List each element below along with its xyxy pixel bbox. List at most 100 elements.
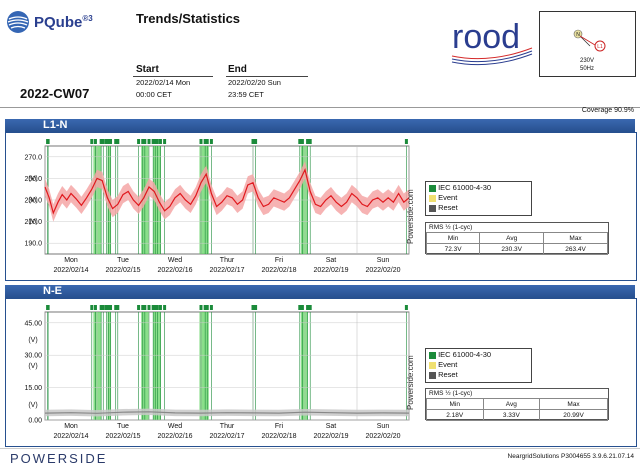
- event-flag-5: [101, 305, 105, 310]
- event-flag-26: [298, 305, 302, 310]
- y-tick-label-1: 15.00: [24, 385, 42, 392]
- event-flag-9: [114, 305, 118, 310]
- legend-ne: IEC 61000-4-30 Event Reset: [425, 348, 532, 383]
- y-tick-label-4: 270.0: [24, 154, 42, 161]
- day-label-2: Wed: [168, 423, 182, 430]
- stats-title: RMS ½ (1-cyc): [429, 390, 473, 397]
- event-flag-5: [101, 139, 105, 144]
- stat-avg: 230.3V: [479, 243, 545, 255]
- stat-min: 2.18V: [426, 409, 484, 421]
- svg-text:L1: L1: [597, 44, 603, 50]
- event-flag-16: [153, 305, 157, 310]
- reset-icon: [429, 371, 436, 379]
- y-axis-label: (V): [28, 363, 37, 370]
- event-flag-19: [163, 305, 167, 310]
- legend-row-iec: IEC 61000-4-30: [429, 183, 491, 192]
- day-label-6: Sun: [377, 257, 390, 264]
- day-label-4: Fri: [275, 257, 284, 264]
- event-flag-20: [199, 305, 203, 310]
- svg-text:230V: 230V: [580, 58, 594, 64]
- y-tick-label-3: 45.00: [24, 320, 42, 327]
- date-label-1: 2022/02/15: [105, 267, 140, 274]
- end-underline: [226, 76, 308, 77]
- svg-text:50Hz: 50Hz: [580, 66, 594, 72]
- day-label-4: Fri: [275, 423, 284, 430]
- stats-l1n: RMS ½ (1-cyc) Min Avg Max 72.3V 230.3V 263.4…: [425, 222, 609, 255]
- event-flag-21: [203, 139, 207, 144]
- stat-max: 263.4V: [543, 243, 608, 255]
- legend-row-reset: Reset: [429, 370, 458, 379]
- event-flag-1: [46, 139, 50, 144]
- date-label-3: 2022/02/17: [209, 267, 244, 274]
- event-flag-7: [106, 139, 110, 144]
- date-label-1: 2022/02/15: [105, 433, 140, 440]
- series-line: [44, 168, 410, 215]
- end-date: 2022/02/20 Sun: [228, 78, 281, 87]
- reset-icon: [429, 204, 436, 212]
- event-flag-15: [151, 139, 155, 144]
- day-label-1: Tue: [117, 423, 129, 430]
- y-axis-label-3: (V): [28, 337, 37, 344]
- powerside-logo: POWERSIDE: [10, 451, 108, 466]
- date-label-0: 2022/02/14: [53, 433, 88, 440]
- event-band-1: [107, 312, 112, 420]
- event-flag-2: [90, 305, 94, 310]
- event-band-0: [93, 312, 102, 420]
- start-label: Start: [136, 64, 159, 75]
- event-flag-25: [254, 139, 258, 144]
- event-flag-17: [155, 139, 159, 144]
- report-header: [0, 0, 640, 108]
- product-name: PQube®3: [34, 14, 93, 31]
- coverage-label: Coverage 90.9%: [581, 107, 634, 114]
- event-flag-28: [306, 305, 310, 310]
- panel-header-l1n: L1-N: [5, 119, 635, 132]
- date-label-2: 2022/02/16: [157, 267, 192, 274]
- event-flag-30: [404, 139, 408, 144]
- stat-max: 20.99V: [539, 409, 608, 421]
- event-flag-28: [306, 139, 310, 144]
- event-flag-7: [106, 305, 110, 310]
- event-flag-16: [153, 139, 157, 144]
- chart-l1n: 190.0 210.0 230.0 250.0 270.0 (V) (V) (V) Mon Tue…: [24, 139, 415, 274]
- event-flag-22: [205, 139, 209, 144]
- event-flag-30: [404, 305, 408, 310]
- date-label-3: 2022/02/17: [209, 433, 244, 440]
- y-tick-label-2: 30.00: [24, 353, 42, 360]
- event-flag-25: [254, 305, 258, 310]
- day-label-3: Thur: [220, 423, 235, 430]
- l1-node-icon: [594, 40, 606, 52]
- event-flag-24: [251, 139, 255, 144]
- event-flag-29: [308, 305, 312, 310]
- day-label-0: Mon: [64, 423, 78, 430]
- y-axis-label-2: (V): [28, 219, 37, 226]
- event-flag-13: [143, 305, 147, 310]
- stats-ne: RMS ½ (1-cyc) Min Avg Max 2.18V 3.33V 20.99V: [425, 388, 609, 421]
- footer-divider: [0, 448, 640, 449]
- event-flag-27: [300, 305, 304, 310]
- event-flag-1: [46, 305, 50, 310]
- y-tick-label-3: 250.0: [24, 176, 42, 183]
- start-time: 00:00 CET: [136, 90, 172, 99]
- rood-logo: rood: [450, 12, 534, 70]
- panel-header-ne: N-E: [5, 285, 635, 298]
- event-flag-18: [158, 139, 162, 144]
- legend-row-event: Event: [429, 193, 457, 202]
- plot-area: [44, 311, 410, 421]
- day-label-2: Wed: [168, 257, 182, 264]
- event-flag-14: [147, 139, 151, 144]
- date-label-6: 2022/02/20: [365, 433, 400, 440]
- rood-logo-text: rood: [452, 18, 520, 56]
- event-flag-14: [147, 305, 151, 310]
- day-label-5: Sat: [326, 423, 337, 430]
- event-flag-6: [104, 305, 108, 310]
- pqube-logo-icon: [6, 10, 30, 39]
- date-label-6: 2022/02/20: [365, 267, 400, 274]
- event-flag-21: [203, 305, 207, 310]
- date-label-2: 2022/02/16: [157, 433, 192, 440]
- event-flag-6: [104, 139, 108, 144]
- date-label-5: 2022/02/19: [313, 433, 348, 440]
- event-flag-11: [137, 139, 141, 144]
- event-flag-19: [163, 139, 167, 144]
- iec-flag-icon: [429, 184, 436, 192]
- watermark: Powerside.com: [406, 189, 415, 244]
